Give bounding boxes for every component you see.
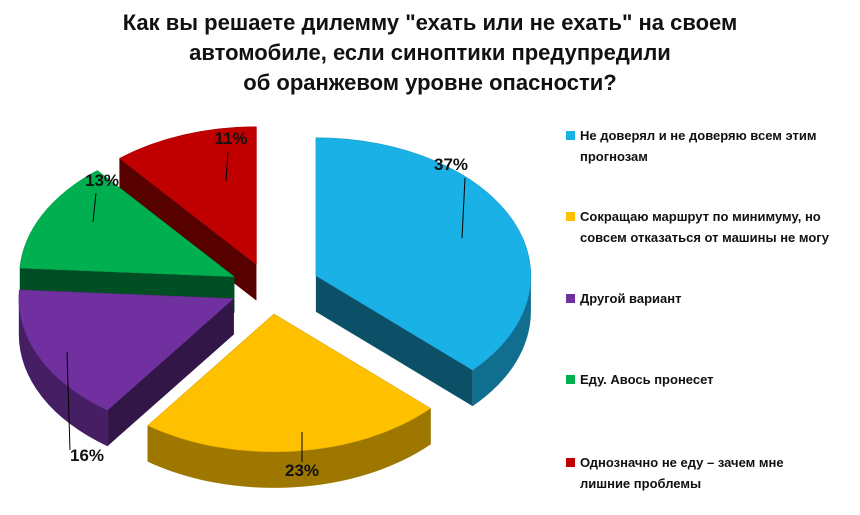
legend-swatch bbox=[566, 458, 575, 467]
chart-title-line: об оранжевом уровне опасности? bbox=[243, 70, 616, 95]
slice-wall bbox=[18, 298, 108, 447]
legend-item: Другой вариант bbox=[566, 291, 681, 306]
legend-swatch bbox=[566, 131, 575, 140]
slice-wall bbox=[147, 408, 431, 488]
legend-label: лишние проблемы bbox=[580, 476, 701, 491]
slice-wall bbox=[472, 275, 531, 407]
legend-item: Не доверял и не доверяю всем этим прогноз… bbox=[566, 128, 816, 164]
legend-label: Еду. Авось пронесет bbox=[580, 372, 714, 387]
legend-label: Не доверял и не доверяю всем этим bbox=[580, 128, 816, 143]
chart-title-line: Как вы решаете дилемму "ехать или не еха… bbox=[123, 10, 738, 35]
slice-top-3 bbox=[19, 170, 236, 278]
legend-label: Однозначно не еду – зачем мне bbox=[580, 455, 784, 470]
legend-item: Сокращаю маршрут по минимуму, но совсем о… bbox=[566, 209, 830, 245]
slice-top-2 bbox=[18, 289, 235, 411]
data-label: 16% bbox=[70, 446, 104, 465]
data-label: 23% bbox=[285, 461, 319, 480]
chart-title: Как вы решаете дилемму "ехать или не еха… bbox=[123, 10, 738, 95]
legend-label: Другой вариант bbox=[580, 291, 681, 306]
slice-top-1 bbox=[147, 313, 432, 453]
data-labels: 37% 23% 16% 13% 11% bbox=[66, 129, 468, 480]
leader-line bbox=[92, 192, 97, 223]
legend: Не доверял и не доверяю всем этим прогноз… bbox=[566, 128, 830, 491]
leader-line bbox=[461, 177, 466, 239]
legend-swatch bbox=[566, 294, 575, 303]
legend-item: Еду. Авось пронесет bbox=[566, 372, 714, 387]
data-label: 11% bbox=[214, 129, 247, 148]
slice-side bbox=[119, 158, 257, 301]
slice-top-4 bbox=[118, 126, 257, 266]
pie-slice bbox=[18, 289, 235, 447]
data-label: 37% bbox=[434, 155, 468, 174]
slice-side bbox=[107, 298, 234, 447]
pie-slice bbox=[118, 126, 257, 301]
leader-line bbox=[66, 351, 71, 451]
chart-title-line: автомобиле, если синоптики предупредили bbox=[189, 40, 671, 65]
legend-swatch bbox=[566, 375, 575, 384]
pie-slice bbox=[315, 137, 532, 407]
legend-label: Сокращаю маршрут по минимуму, но bbox=[580, 209, 821, 224]
pie-slice bbox=[147, 313, 432, 488]
pie-plot bbox=[18, 126, 532, 488]
leader-line bbox=[225, 151, 229, 182]
data-label: 13% bbox=[85, 171, 119, 190]
legend-label: совсем отказаться от машины не могу bbox=[580, 230, 830, 245]
legend-item: Однозначно не еду – зачем мне лишние проб… bbox=[566, 455, 784, 491]
slice-top-0 bbox=[315, 137, 532, 371]
legend-label: прогнозам bbox=[580, 149, 648, 164]
legend-swatch bbox=[566, 212, 575, 221]
slice-side bbox=[315, 275, 473, 407]
